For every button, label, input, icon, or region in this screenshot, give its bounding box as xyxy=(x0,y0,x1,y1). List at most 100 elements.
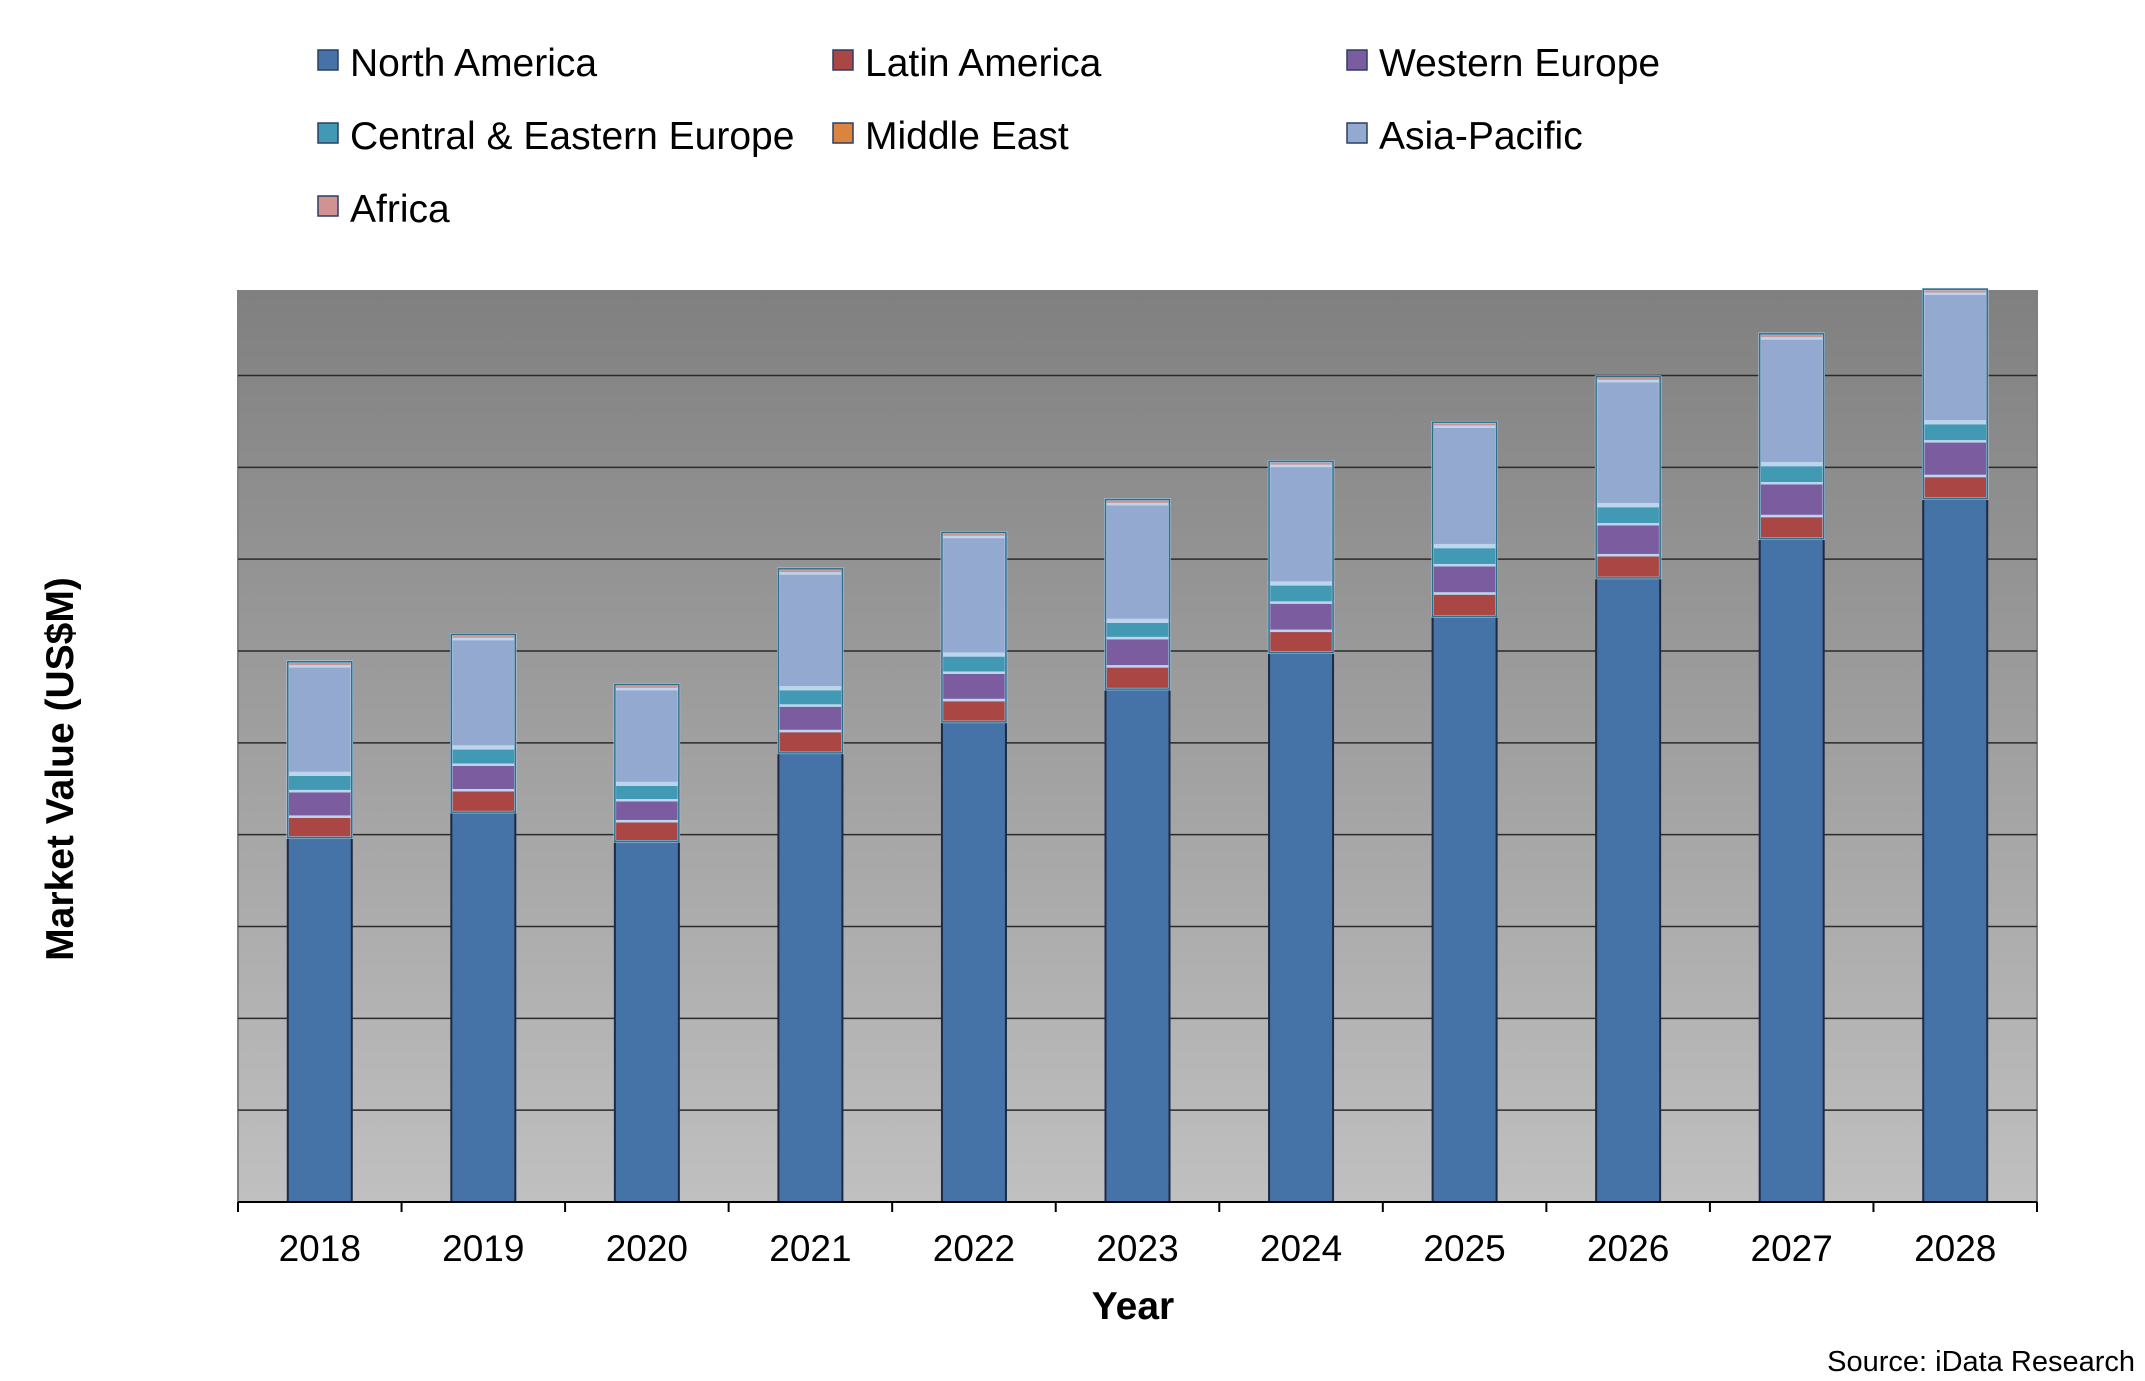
legend-item-western-europe: Western Europe xyxy=(1346,42,1660,85)
bar-stack-2027 xyxy=(1758,332,1825,1203)
x-tick-label: 2019 xyxy=(442,1228,524,1269)
bar-stack-2019 xyxy=(450,633,517,1203)
bar-western-europe-2020 xyxy=(613,798,681,823)
bar-western-europe-2027 xyxy=(1758,481,1825,518)
bar-asia-pacific-2023 xyxy=(1104,502,1171,622)
legend-swatch xyxy=(832,49,854,71)
bar-central-and-eastern-europe-2027 xyxy=(1758,463,1825,485)
bar-latin-america-2020 xyxy=(613,819,681,843)
bar-latin-america-2024 xyxy=(1267,629,1335,654)
bar-central-and-eastern-europe-2022 xyxy=(940,654,1008,674)
bar-western-europe-2019 xyxy=(450,763,517,792)
bar-latin-america-2022 xyxy=(940,698,1008,724)
bar-north-america-2028 xyxy=(1922,497,1989,1203)
legend-item-africa: Africa xyxy=(317,188,450,231)
bar-central-and-eastern-europe-2021 xyxy=(777,687,844,707)
bar-outline-2019 xyxy=(450,633,517,813)
bar-western-europe-2022 xyxy=(940,671,1008,702)
legend-swatch xyxy=(1346,122,1368,144)
bar-western-europe-2018 xyxy=(286,789,354,818)
bar-outline-2022 xyxy=(941,531,1007,723)
bar-outline-2021 xyxy=(777,568,844,754)
legend-label: Latin America xyxy=(865,42,1102,85)
y-axis-title: Market Value (US$M) xyxy=(39,577,82,961)
legend-item-middle-east: Middle East xyxy=(832,115,1069,158)
bar-asia-pacific-2028 xyxy=(1921,292,1989,423)
x-tick-label: 2022 xyxy=(933,1228,1015,1269)
bar-outline-2023 xyxy=(1104,498,1171,690)
bar-latin-america-2028 xyxy=(1921,474,1989,500)
bar-asia-pacific-2020 xyxy=(613,687,681,785)
x-tick-label: 2025 xyxy=(1423,1228,1505,1269)
source-note: Source: iData Research xyxy=(1827,1346,2135,1378)
bar-western-europe-2025 xyxy=(1431,563,1498,595)
legend-item-north-america: North America xyxy=(317,42,597,85)
bar-latin-america-2027 xyxy=(1758,514,1825,541)
bar-stack-2022 xyxy=(940,531,1008,1203)
bar-central-and-eastern-europe-2019 xyxy=(450,747,517,766)
bar-stack-2028 xyxy=(1921,287,1989,1203)
bar-central-and-eastern-europe-2026 xyxy=(1594,504,1662,526)
legend-label: North America xyxy=(350,42,597,85)
bar-latin-america-2018 xyxy=(286,815,354,839)
x-axis: 2018 2019 2020 2021 2022 2023 2024 2025 2026 2027… xyxy=(237,1201,2038,1269)
bar-asia-pacific-2022 xyxy=(940,535,1008,655)
bar-outline-2018 xyxy=(287,661,353,839)
bar-north-america-2027 xyxy=(1758,537,1825,1203)
legend-swatch xyxy=(1346,49,1368,71)
legend-label: Asia-Pacific xyxy=(1379,115,1583,158)
bar-central-and-eastern-europe-2025 xyxy=(1431,545,1498,567)
x-tick-label: 2018 xyxy=(279,1228,361,1269)
x-tick-label: 2026 xyxy=(1587,1228,1669,1269)
bar-north-america-2020 xyxy=(613,840,680,1204)
legend-label: Western Europe xyxy=(1379,42,1660,85)
x-axis-title: Year xyxy=(1092,1285,1174,1328)
bar-outline-2026 xyxy=(1595,375,1661,579)
legend-swatch xyxy=(832,122,854,144)
bar-stack-2026 xyxy=(1594,375,1662,1203)
legend-swatch xyxy=(317,195,339,217)
bar-latin-america-2023 xyxy=(1104,665,1171,691)
bar-western-europe-2024 xyxy=(1267,601,1335,633)
legend-swatch xyxy=(317,49,339,71)
bar-asia-pacific-2021 xyxy=(777,572,844,689)
bar-north-america-2024 xyxy=(1268,651,1335,1203)
bar-asia-pacific-2026 xyxy=(1594,379,1662,506)
bar-western-europe-2023 xyxy=(1104,636,1171,668)
bar-north-america-2026 xyxy=(1595,576,1662,1203)
bar-latin-america-2021 xyxy=(777,729,844,755)
bar-asia-pacific-2024 xyxy=(1267,464,1335,584)
bar-north-america-2018 xyxy=(286,836,353,1203)
legend-swatch xyxy=(317,122,339,144)
bar-stack-2024 xyxy=(1267,460,1335,1203)
bar-stack-2020 xyxy=(613,683,681,1204)
bar-central-and-eastern-europe-2020 xyxy=(613,783,681,802)
bar-outline-2028 xyxy=(1922,288,1988,500)
bar-western-europe-2028 xyxy=(1921,440,1989,478)
bar-asia-pacific-2019 xyxy=(450,637,517,748)
bar-stack-2021 xyxy=(777,567,844,1203)
bar-north-america-2021 xyxy=(777,751,844,1203)
bar-stack-2025 xyxy=(1431,420,1498,1203)
bar-north-america-2023 xyxy=(1104,688,1171,1203)
bar-latin-america-2026 xyxy=(1594,553,1662,580)
x-tick-label: 2028 xyxy=(1914,1228,1996,1269)
bar-north-america-2019 xyxy=(450,811,517,1203)
x-tick-label: 2024 xyxy=(1260,1228,1342,1269)
bar-outline-2025 xyxy=(1431,421,1498,617)
bars xyxy=(286,287,1989,1204)
legend-label: Africa xyxy=(350,188,450,231)
bar-central-and-eastern-europe-2023 xyxy=(1104,620,1171,640)
x-tick-label: 2021 xyxy=(769,1228,851,1269)
bar-asia-pacific-2027 xyxy=(1758,337,1825,465)
legend-item-latin-america: Latin America xyxy=(832,42,1102,85)
bar-north-america-2022 xyxy=(940,720,1007,1203)
x-tick-label: 2020 xyxy=(606,1228,688,1269)
legend-label: Central & Eastern Europe xyxy=(350,115,794,158)
legend: North America Latin America Western Europe… xyxy=(317,42,1660,231)
bar-stack-2018 xyxy=(286,660,354,1203)
x-tick-label: 2023 xyxy=(1096,1228,1178,1269)
bar-asia-pacific-2025 xyxy=(1431,425,1498,547)
bar-western-europe-2021 xyxy=(777,704,844,733)
